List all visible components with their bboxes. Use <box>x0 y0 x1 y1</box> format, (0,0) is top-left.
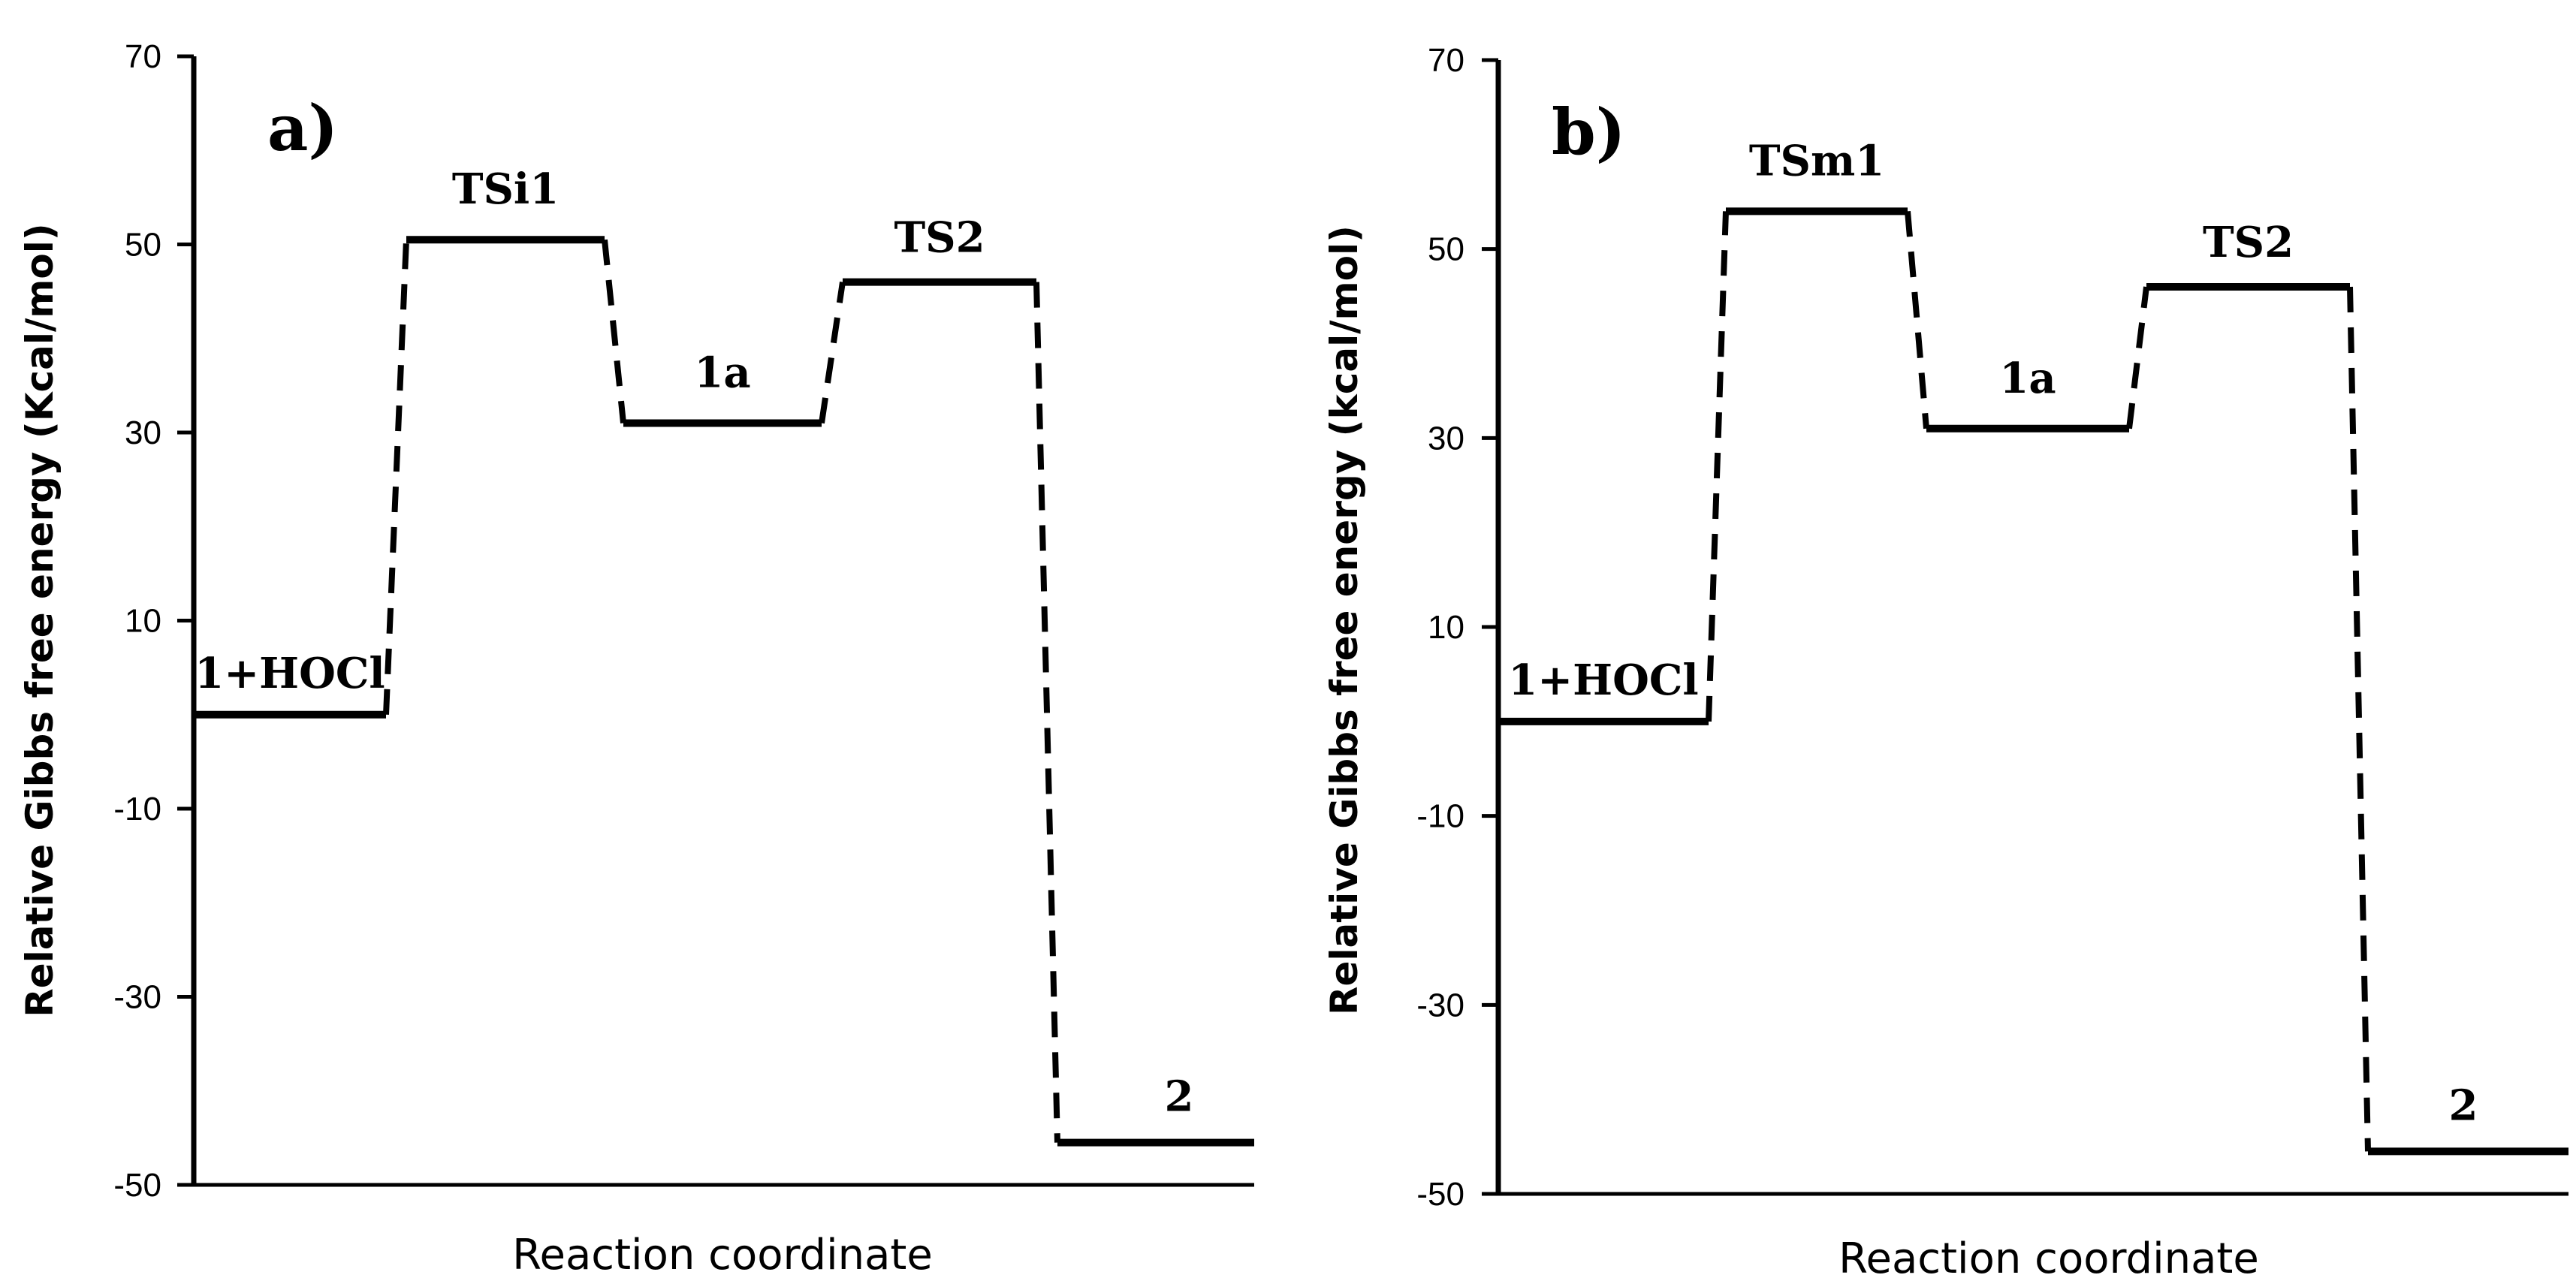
state-label: 1a <box>1999 354 2056 403</box>
panel-label: b) <box>1552 95 1625 169</box>
y-tick-label: 30 <box>1428 420 1464 457</box>
y-tick-label: -10 <box>113 791 161 827</box>
y-axis-label: Relative Gibbs free energy (kcal/mol) <box>1323 225 1366 1015</box>
y-axis-label: Relative Gibbs free energy (Kcal/mol) <box>18 223 62 1017</box>
state-label: TSi1 <box>452 164 559 214</box>
y-tick-label: -50 <box>113 1167 161 1204</box>
connector-2 <box>819 282 846 424</box>
y-tick-label: 10 <box>125 603 161 640</box>
panel-b: 70 50 30 10 -10 -30 -50 Relative Gibbs free ene… <box>1323 42 2568 1283</box>
state-label: TS2 <box>2203 218 2294 267</box>
connector-2 <box>2126 286 2149 430</box>
y-tick-label: 10 <box>1428 609 1464 646</box>
y-tick-label: -10 <box>1416 798 1464 835</box>
panel-label: a) <box>267 91 338 165</box>
x-axis-label: Reaction coordinate <box>512 1231 933 1279</box>
state-label: 1+HOCl <box>1508 656 1698 705</box>
y-tick-label: -30 <box>113 979 161 1016</box>
state-label: 2 <box>2449 1081 2478 1130</box>
connector-3 <box>2347 286 2371 1152</box>
y-tick-label: 50 <box>1428 231 1464 268</box>
connector-1 <box>1905 210 1929 430</box>
y-tick-label: -50 <box>1416 1176 1464 1213</box>
state-label: TSm1 <box>1749 136 1884 185</box>
state-label: 2 <box>1165 1072 1194 1122</box>
y-tick-label: 50 <box>125 227 161 264</box>
x-axis-label: Reaction coordinate <box>1838 1234 2259 1283</box>
state-label: 1+HOCl <box>195 649 385 698</box>
state-label: 1a <box>694 348 750 397</box>
state-label: TS2 <box>894 213 985 263</box>
y-tick-label: -30 <box>1416 987 1464 1023</box>
y-tick-label: 70 <box>125 38 161 75</box>
y-tick-label: 70 <box>1428 42 1464 79</box>
connector-3 <box>1033 282 1060 1143</box>
connector-0 <box>1706 211 1729 722</box>
connector-1 <box>602 239 626 423</box>
connector-0 <box>383 240 409 715</box>
y-tick-label: 30 <box>125 414 161 451</box>
panel-a: 70 50 30 10 -10 -30 -50 Relative Gibbs free ene… <box>18 38 1254 1279</box>
